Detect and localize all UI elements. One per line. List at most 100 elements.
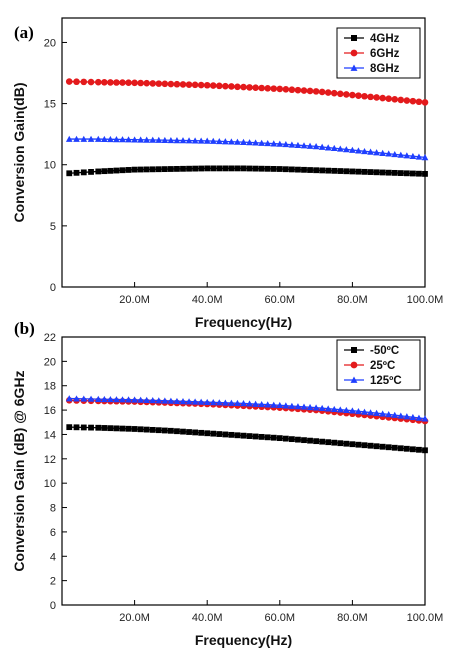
y-tick-label: 8 <box>50 503 56 515</box>
data-point <box>343 406 350 414</box>
data-point <box>137 166 144 173</box>
data-point <box>185 137 193 144</box>
data-point <box>131 396 138 403</box>
data-point <box>174 428 180 435</box>
data-point <box>197 137 205 144</box>
data-point <box>131 79 138 87</box>
data-point <box>403 152 411 159</box>
data-point <box>282 435 289 442</box>
data-point <box>258 400 265 408</box>
chart-panel-a: (a) 0 5 10 15 20 20.0M 40.0M 60.0M 80.0M 100.0M Fre… <box>11 17 443 330</box>
data-point <box>149 136 157 143</box>
data-point <box>270 434 277 441</box>
data-point <box>113 79 120 86</box>
data-point <box>403 97 411 104</box>
data-point <box>264 165 271 172</box>
data-point <box>306 87 314 95</box>
data-point <box>330 89 338 97</box>
data-point <box>258 84 265 92</box>
data-point <box>252 139 259 146</box>
data-point <box>367 169 374 175</box>
data-point <box>179 81 187 88</box>
data-point <box>95 78 102 86</box>
x-tick-label: 20.0M <box>119 294 150 306</box>
legend-label-2: 8GHz <box>370 63 400 75</box>
data-point <box>295 436 301 443</box>
data-point <box>73 395 80 402</box>
data-point <box>215 137 223 145</box>
data-point <box>276 140 284 147</box>
legend-marker-1 <box>350 361 358 369</box>
data-point <box>137 396 144 403</box>
data-point <box>228 83 235 90</box>
data-point <box>312 404 320 411</box>
data-point <box>294 86 302 94</box>
data-point <box>373 94 380 101</box>
data-point <box>209 399 217 406</box>
data-point <box>246 433 253 439</box>
data-point <box>391 96 399 103</box>
data-point <box>204 430 211 437</box>
x-tick-label: 80.0M <box>337 294 368 306</box>
y-tick-label: 14 <box>44 429 56 441</box>
data-point <box>240 432 247 439</box>
data-point <box>391 150 399 158</box>
data-point <box>391 169 398 176</box>
data-point <box>282 86 290 93</box>
data-point <box>312 143 320 150</box>
data-point <box>288 402 296 409</box>
x-axis-title: Frequency(Hz) <box>195 314 292 330</box>
data-point <box>270 401 278 408</box>
data-point <box>204 165 211 172</box>
data-point <box>119 79 126 86</box>
data-point <box>65 135 73 142</box>
y-tick-label: 0 <box>50 282 56 294</box>
data-point <box>216 82 223 90</box>
data-point <box>270 85 278 92</box>
data-point <box>143 79 150 87</box>
y-tick-label: 15 <box>44 99 56 111</box>
y-tick-label: 20 <box>44 37 56 49</box>
data-point <box>301 437 307 444</box>
data-point <box>397 412 405 419</box>
data-point <box>80 395 88 402</box>
data-point <box>234 83 241 91</box>
data-point <box>397 96 405 104</box>
data-point <box>373 149 380 156</box>
data-point <box>167 397 175 404</box>
data-point <box>234 165 241 172</box>
data-point <box>125 396 132 403</box>
data-point <box>252 84 259 91</box>
data-point <box>234 432 241 439</box>
data-point <box>143 136 151 143</box>
data-point <box>228 399 235 406</box>
data-point <box>367 442 374 449</box>
data-point <box>137 426 144 433</box>
data-point <box>264 434 271 441</box>
data-point <box>325 167 332 174</box>
data-point <box>155 80 163 87</box>
data-point <box>101 135 108 142</box>
data-point <box>282 402 290 409</box>
series-2 <box>65 395 429 422</box>
data-point <box>258 433 265 440</box>
legend-marker-0 <box>351 347 357 353</box>
data-point <box>391 444 398 451</box>
data-point <box>385 150 393 157</box>
data-point <box>143 166 150 173</box>
data-point <box>191 398 199 405</box>
data-point <box>113 136 120 143</box>
data-point <box>349 441 356 448</box>
data-point <box>301 166 307 173</box>
data-point <box>294 141 302 148</box>
data-point <box>337 440 344 447</box>
x-tick-label: 60.0M <box>265 612 296 624</box>
data-point <box>180 428 186 435</box>
y-tick-label: 6 <box>50 527 56 539</box>
data-point <box>179 137 187 144</box>
data-point <box>355 147 362 154</box>
data-point <box>107 395 114 403</box>
data-point <box>210 165 217 172</box>
data-point <box>246 400 253 407</box>
